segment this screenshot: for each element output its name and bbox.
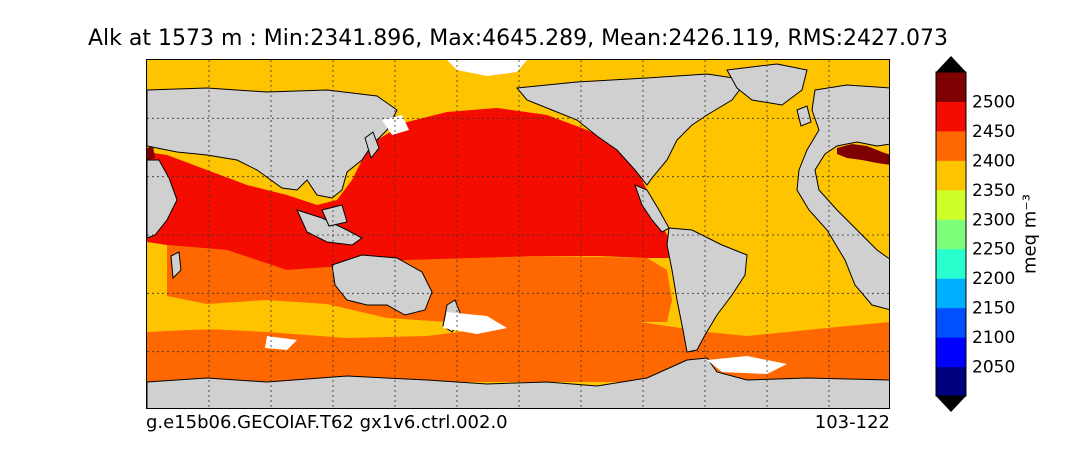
missing-okhotsk	[382, 115, 409, 135]
japan	[364, 131, 380, 160]
colorbar-min-extension	[936, 396, 966, 412]
colorbar-tick-label: 2050	[972, 358, 1015, 378]
antarctica	[147, 357, 889, 408]
colorbar-tick-label: 2250	[972, 240, 1015, 260]
graticule	[147, 60, 889, 408]
colorbar-segment	[936, 337, 966, 368]
central-america	[634, 184, 670, 233]
plot-title: Alk at 1573 m : Min:2341.896, Max:4645.2…	[88, 26, 948, 51]
mediterranean-2500	[837, 144, 889, 165]
africa-horn-landmass	[147, 159, 178, 239]
colorbar-tick-label: 2500	[972, 92, 1015, 112]
colorbar-frame	[935, 71, 967, 397]
borneo	[321, 204, 348, 227]
missing-data-patches	[265, 60, 787, 374]
colorbar-tick-label: 2100	[972, 328, 1015, 348]
colorbar-segment	[936, 366, 966, 397]
colorbar-segment	[936, 101, 966, 132]
map-panel	[146, 59, 890, 409]
year-range: 103-122	[814, 412, 890, 433]
case-name: g.e15b06.GECOIAF.T62 gx1v6.ctrl.002.0	[146, 412, 508, 433]
australia	[331, 254, 433, 316]
colorbar: 2050 2100 2150 2200 2250 2300 2350 2400 2450 2500	[935, 52, 1015, 416]
colorbar-tick-label: 2450	[972, 122, 1015, 142]
indian-ocean-2350-lens	[147, 304, 447, 336]
missing-arctic	[447, 60, 527, 76]
madagascar	[170, 251, 182, 280]
colorbar-tick-label: 2400	[972, 151, 1015, 171]
colorbar-segment	[936, 278, 966, 309]
colorbar-segment	[936, 307, 966, 338]
europe-africa-east	[796, 84, 889, 310]
land-masses	[147, 63, 889, 408]
missing-south-pacific	[443, 312, 507, 334]
colorbar-segment	[936, 72, 966, 102]
missing-indian	[265, 336, 297, 350]
colorbar-segment	[936, 189, 966, 220]
colorbar-tick-label: 2150	[972, 299, 1015, 319]
world-map	[147, 60, 889, 408]
colorbar-unit-label: meq m⁻³	[1019, 193, 1041, 275]
colorbar-segment	[936, 160, 966, 191]
red-sea-2500	[147, 146, 155, 160]
greenland	[726, 63, 808, 106]
colorbar-max-extension	[936, 56, 966, 72]
colorbar-tick-label: 2200	[972, 269, 1015, 289]
british-isles	[796, 105, 812, 127]
colorbar-tick-label: 2300	[972, 210, 1015, 230]
north-america	[516, 73, 748, 186]
colorbar-segment	[936, 130, 966, 161]
colorbar-graphic: 2050 2100 2150 2200 2250 2300 2350 2400 2450 2500	[935, 56, 1015, 412]
colorbar-tick-label: 2350	[972, 181, 1015, 201]
colorbar-segment	[936, 219, 966, 250]
pacific-indian-2450-region	[147, 108, 672, 270]
colorbar-segment	[936, 248, 966, 279]
eurasia-west-landmass	[147, 87, 398, 199]
